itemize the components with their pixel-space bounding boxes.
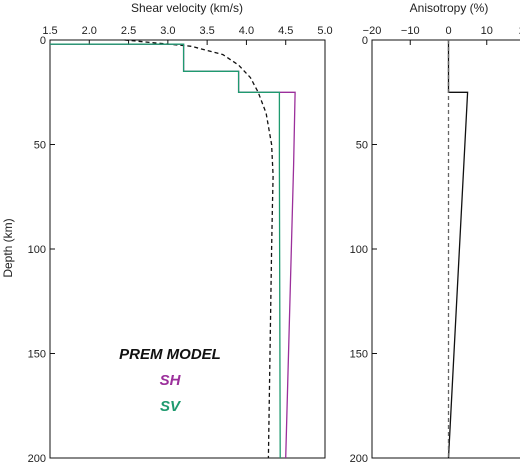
y-tick-label: 0 bbox=[362, 35, 368, 47]
x-tick-label: 3.0 bbox=[160, 25, 175, 37]
y-tick-label: 150 bbox=[350, 349, 368, 361]
y-tick-label: 100 bbox=[28, 244, 46, 256]
x-tick-label: −20 bbox=[363, 25, 382, 37]
anisotropy-axes: −20−1001020050100150200 bbox=[350, 25, 520, 463]
velocity-frame bbox=[49, 39, 326, 459]
x-tick-label: 2.5 bbox=[121, 25, 136, 37]
y-tick-label: 50 bbox=[34, 140, 46, 152]
x-tick-label: 4.0 bbox=[239, 25, 254, 37]
y-tick-label: 100 bbox=[350, 244, 368, 256]
legend: PREM MODEL SH SV bbox=[119, 346, 221, 415]
depth-axis-title: Depth (km) bbox=[1, 218, 15, 277]
y-tick-label: 50 bbox=[356, 140, 368, 152]
legend-prem: PREM MODEL bbox=[119, 346, 221, 363]
velocity-series bbox=[50, 39, 296, 459]
legend-sh: SH bbox=[160, 372, 182, 389]
y-tick-label: 200 bbox=[350, 453, 368, 463]
x-tick-label: 5.0 bbox=[317, 25, 332, 37]
x-tick-label: 2.0 bbox=[82, 25, 97, 37]
legend-sv: SV bbox=[160, 398, 182, 415]
x-tick-label: −10 bbox=[401, 25, 420, 37]
y-tick-label: 200 bbox=[28, 453, 46, 463]
anisotropy-frame bbox=[371, 39, 520, 459]
anisotropy-series bbox=[447, 40, 469, 459]
series-line-anisotropy bbox=[447, 40, 469, 459]
x-tick-label: 10 bbox=[481, 25, 493, 37]
y-tick-label: 150 bbox=[28, 349, 46, 361]
x-tick-label: 4.5 bbox=[278, 25, 293, 37]
anisotropy-panel: Anisotropy (%) −20−1001020050100150200 bbox=[350, 1, 520, 463]
series-line-sh bbox=[50, 43, 296, 459]
series-line-prem-model bbox=[124, 39, 274, 459]
velocity-axes: 1.5 2.0 2.5 3.0 3.5 4.0 4.5 5.0 0 50 100 150 200 bbox=[28, 25, 333, 463]
x-tick-label: 0 bbox=[445, 25, 451, 37]
velocity-axis-title: Shear velocity (km/s) bbox=[131, 1, 243, 15]
anisotropy-axis-title: Anisotropy (%) bbox=[410, 1, 489, 15]
x-tick-label: 20 bbox=[519, 25, 520, 37]
x-tick-label: 3.5 bbox=[199, 25, 214, 37]
velocity-panel: Shear velocity (km/s) Depth (km) 1.5 2.0 2… bbox=[1, 1, 333, 463]
y-tick-label: 0 bbox=[40, 35, 46, 47]
series-line-sv bbox=[50, 43, 281, 459]
x-tick-label: 1.5 bbox=[42, 25, 57, 37]
